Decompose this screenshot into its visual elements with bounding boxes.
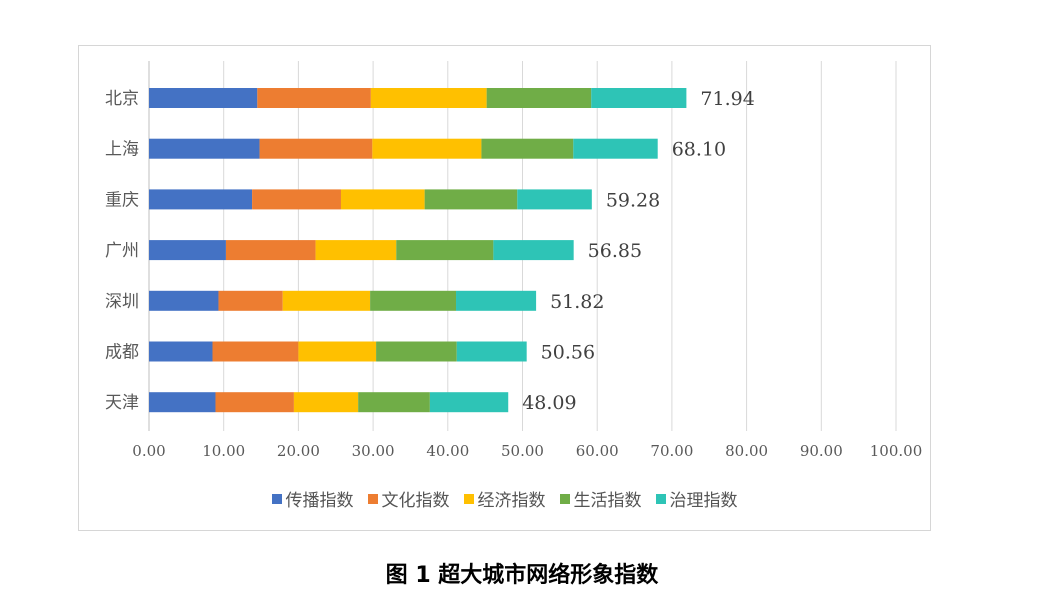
bar-segment (340, 189, 425, 210)
x-tick-label: 10.00 (202, 442, 245, 460)
stacked-bar-chart: 0.00 10.00 20.00 30.00 40.00 50.00 60.00 70.00 8… (105, 61, 923, 460)
bar-segment (493, 240, 574, 261)
bar-segment (298, 341, 377, 362)
bar-segment (591, 88, 687, 108)
legend-item: 传播指数 (271, 486, 354, 511)
bar-segment (149, 341, 213, 362)
legend-item: 经济指数 (463, 486, 546, 511)
x-tick-label: 70.00 (650, 442, 693, 460)
bar-segment (370, 88, 487, 108)
total-label: 48.09 (522, 392, 576, 414)
bar-segment (259, 138, 373, 159)
category-label: 成都 (105, 343, 139, 363)
bar-segment (218, 290, 283, 311)
bar-segment (573, 138, 658, 159)
bar-segment (149, 138, 260, 159)
figure-caption: 图 1 超大城市网络形象指数 (385, 563, 659, 588)
bar-segment (215, 392, 294, 413)
total-label: 71.94 (700, 88, 754, 110)
total-label: 51.82 (550, 291, 604, 313)
legend-item: 生活指数 (559, 486, 642, 511)
category-label: 广州 (105, 241, 139, 261)
bar-segment (370, 290, 457, 311)
x-tick-label: 0.00 (132, 442, 165, 460)
bar-segment (149, 290, 219, 311)
legend-label: 生活指数 (573, 491, 642, 511)
x-tick-label: 40.00 (426, 442, 469, 460)
bar-segment (486, 88, 592, 108)
bar-segment (429, 392, 509, 413)
bar-segment (149, 88, 258, 108)
x-tick-label: 20.00 (277, 442, 320, 460)
x-tick-label: 100.00 (870, 442, 923, 460)
total-label: 68.10 (672, 139, 726, 161)
legend: 传播指数 文化指数 经济指数 生活指数 治理指数 (79, 486, 930, 511)
legend-label: 传播指数 (285, 491, 354, 511)
total-label: 59.28 (606, 189, 660, 211)
x-tick-label: 50.00 (501, 442, 544, 460)
bar-segment (315, 240, 397, 261)
legend-swatch (271, 493, 282, 504)
bar-segment (481, 138, 574, 159)
category-label: 深圳 (105, 292, 139, 312)
legend-label: 经济指数 (477, 491, 546, 511)
legend-swatch (463, 493, 474, 504)
bar-segment (376, 341, 457, 362)
total-label: 50.56 (541, 342, 595, 364)
bar-segment (358, 392, 430, 413)
bar-segment (257, 88, 371, 108)
legend-swatch (655, 493, 666, 504)
legend-item: 治理指数 (655, 486, 738, 511)
legend-item: 文化指数 (367, 486, 450, 511)
bar-segment (424, 189, 518, 210)
x-tick-label: 60.00 (576, 442, 619, 460)
bar-segment (372, 138, 482, 159)
bar-segment (149, 392, 216, 413)
bar-segment (252, 189, 341, 210)
x-tick-label: 30.00 (352, 442, 395, 460)
bar-segment (212, 341, 299, 362)
bar-segment (456, 341, 527, 362)
bar-segment (396, 240, 494, 261)
category-label: 上海 (105, 140, 139, 160)
category-label: 北京 (105, 89, 139, 109)
bar-segment (517, 189, 592, 210)
legend-swatch (367, 493, 378, 504)
bar-segment (293, 392, 359, 413)
bar-segment (456, 290, 537, 311)
chart-frame: 0.00 10.00 20.00 30.00 40.00 50.00 60.00 70.00 8… (78, 45, 931, 531)
legend-label: 文化指数 (381, 491, 450, 511)
bar-segment (149, 240, 226, 261)
x-tick-label: 90.00 (800, 442, 843, 460)
category-label: 天津 (105, 393, 139, 413)
bar-segment (225, 240, 316, 261)
legend-swatch (559, 493, 570, 504)
category-label: 重庆 (105, 190, 139, 210)
bar-segment (282, 290, 371, 311)
total-label: 56.85 (588, 240, 642, 262)
legend-label: 治理指数 (669, 491, 738, 511)
bar-segment (149, 189, 253, 210)
x-tick-label: 80.00 (725, 442, 768, 460)
